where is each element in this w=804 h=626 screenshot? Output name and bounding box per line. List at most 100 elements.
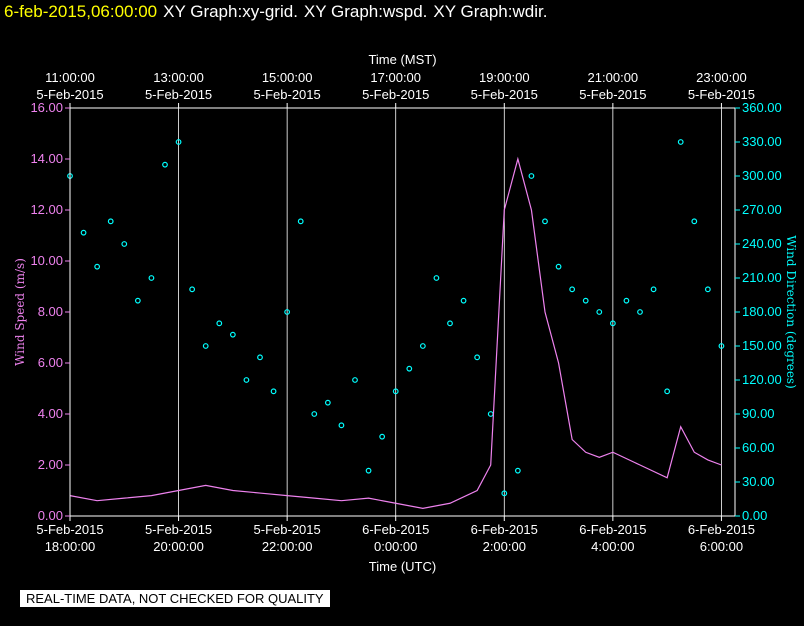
x-tick-label-bottom-time: 2:00:00 <box>483 539 526 554</box>
wdir-point <box>650 286 657 293</box>
wdir-point <box>121 241 128 247</box>
wdir-point <box>637 309 643 315</box>
wdir-point <box>189 286 196 293</box>
wdir-point <box>148 275 155 281</box>
wdir-point <box>216 320 223 327</box>
wdir-series <box>67 139 725 497</box>
y-axis-label-left: Wind Speed (m/s) <box>13 258 27 366</box>
x-tick-label-top-time: 19:00:00 <box>479 70 530 85</box>
x-tick-label-bottom-time: 20:00:00 <box>153 539 204 554</box>
graph-title-wdir: XY Graph:wdir. <box>433 2 548 21</box>
wdir-point <box>487 411 494 417</box>
wdir-point <box>623 297 630 304</box>
x-tick-label-bottom-date: 5-Feb-2015 <box>145 522 212 537</box>
plot-frame <box>69 107 736 517</box>
wdir-point <box>311 411 318 417</box>
x-tick-label-bottom-time: 6:00:00 <box>700 539 743 554</box>
x-tick-label-top-time: 17:00:00 <box>370 70 421 85</box>
wdir-point <box>542 218 548 225</box>
y-tick-label-right: 60.00 <box>742 440 775 455</box>
wdir-point <box>324 399 331 406</box>
x-tick-label-top-time: 11:00:00 <box>45 70 95 85</box>
wdir-point <box>609 320 616 327</box>
x-tick-label-bottom-date: 5-Feb-2015 <box>254 522 321 537</box>
wspd-series-line <box>69 156 722 509</box>
x-tick-label-top-date: 5-Feb-2015 <box>145 87 212 102</box>
page-header: 6-feb-2015,06:00:00 XY Graph:xy-grid. XY G… <box>4 2 547 22</box>
wdir-point <box>555 263 562 270</box>
wdir-point <box>582 297 589 304</box>
wdir-point <box>134 297 141 304</box>
timestamp: 6-feb-2015,06:00:00 <box>4 2 158 21</box>
x-tick-label-bottom-date: 6-Feb-2015 <box>688 522 755 537</box>
wdir-point <box>691 218 698 225</box>
y-axis-label-right: Wind Direction (degrees) <box>784 235 798 389</box>
y-tick-label-left: 14.00 <box>30 151 63 166</box>
graph-title-grid: XY Graph:xy-grid. <box>163 2 298 21</box>
wdir-point <box>406 365 413 372</box>
y-tick-label-left: 12.00 <box>30 202 63 217</box>
wdir-point <box>107 218 114 225</box>
wdir-point <box>175 139 182 145</box>
wdir-point <box>365 467 372 474</box>
wdir-point <box>677 139 684 145</box>
y-tick-label-right: 210.00 <box>742 270 782 285</box>
x-tick-label-bottom-date: 5-Feb-2015 <box>36 522 103 537</box>
y-tick-label-right: 120.00 <box>742 372 782 387</box>
x-tick-label-bottom-time: 22:00:00 <box>262 539 313 554</box>
y-tick-label-right: 240.00 <box>742 236 782 251</box>
y-tick-label-right: 300.00 <box>742 168 782 183</box>
y-tick-label-left: 2.00 <box>38 457 63 472</box>
x-tick-label-top-time: 15:00:00 <box>262 70 313 85</box>
wdir-point <box>243 377 250 383</box>
wdir-point <box>80 229 87 236</box>
x-axis-label-top: Time (MST) <box>368 52 436 67</box>
x-tick-label-top-date: 5-Feb-2015 <box>579 87 646 102</box>
wdir-point <box>94 263 101 270</box>
wdir-point <box>514 467 521 474</box>
x-tick-label-top-time: 13:00:00 <box>153 70 204 85</box>
y-tick-label-right: 30.00 <box>742 474 775 489</box>
wdir-point <box>419 343 426 349</box>
y-tick-label-left: 8.00 <box>38 304 63 319</box>
x-axis-label-bottom: Time (UTC) <box>369 559 436 574</box>
y-tick-label-left: 0.00 <box>38 508 63 523</box>
x-tick-label-top-date: 5-Feb-2015 <box>471 87 538 102</box>
wdir-point <box>392 388 399 395</box>
wdir-point <box>447 320 453 327</box>
wdir-point <box>718 343 725 349</box>
wdir-point <box>379 433 386 440</box>
x-tick-label-bottom-date: 6-Feb-2015 <box>579 522 646 537</box>
x-tick-label-bottom-time: 18:00:00 <box>45 539 96 554</box>
wdir-point <box>501 490 508 497</box>
wdir-point <box>474 354 481 361</box>
wdir-point <box>352 377 358 383</box>
y-tick-label-right: 150.00 <box>742 338 782 353</box>
x-tick-label-bottom-date: 6-Feb-2015 <box>471 522 538 537</box>
y-tick-label-right: 270.00 <box>742 202 782 217</box>
y-tick-label-right: 180.00 <box>742 304 782 319</box>
wdir-point <box>704 286 711 293</box>
y-tick-label-left: 4.00 <box>38 406 63 421</box>
wdir-point <box>229 331 236 338</box>
wdir-point <box>297 218 304 225</box>
wdir-point <box>270 388 277 395</box>
wdir-point <box>596 309 603 315</box>
wdir-point <box>664 388 671 395</box>
wdir-point <box>162 161 168 168</box>
wdir-point <box>202 343 209 349</box>
y-tick-label-left: 16.00 <box>30 100 63 115</box>
x-tick-label-top-time: 23:00:00 <box>696 70 747 85</box>
wdir-point <box>569 286 576 293</box>
y-tick-label-left: 10.00 <box>30 253 63 268</box>
grid-lines <box>69 108 722 516</box>
wdir-point <box>460 297 467 304</box>
x-tick-label-top-date: 5-Feb-2015 <box>36 87 103 102</box>
wdir-point <box>338 422 345 429</box>
x-tick-label-top-date: 5-Feb-2015 <box>254 87 321 102</box>
x-tick-label-bottom-date: 6-Feb-2015 <box>362 522 429 537</box>
axes: 5-Feb-2015 18:00:00 11:00:00 5-Feb-2015 5-Fe… <box>30 70 781 554</box>
x-tick-label-bottom-time: 4:00:00 <box>591 539 634 554</box>
y-tick-label-right: 360.00 <box>742 100 782 115</box>
